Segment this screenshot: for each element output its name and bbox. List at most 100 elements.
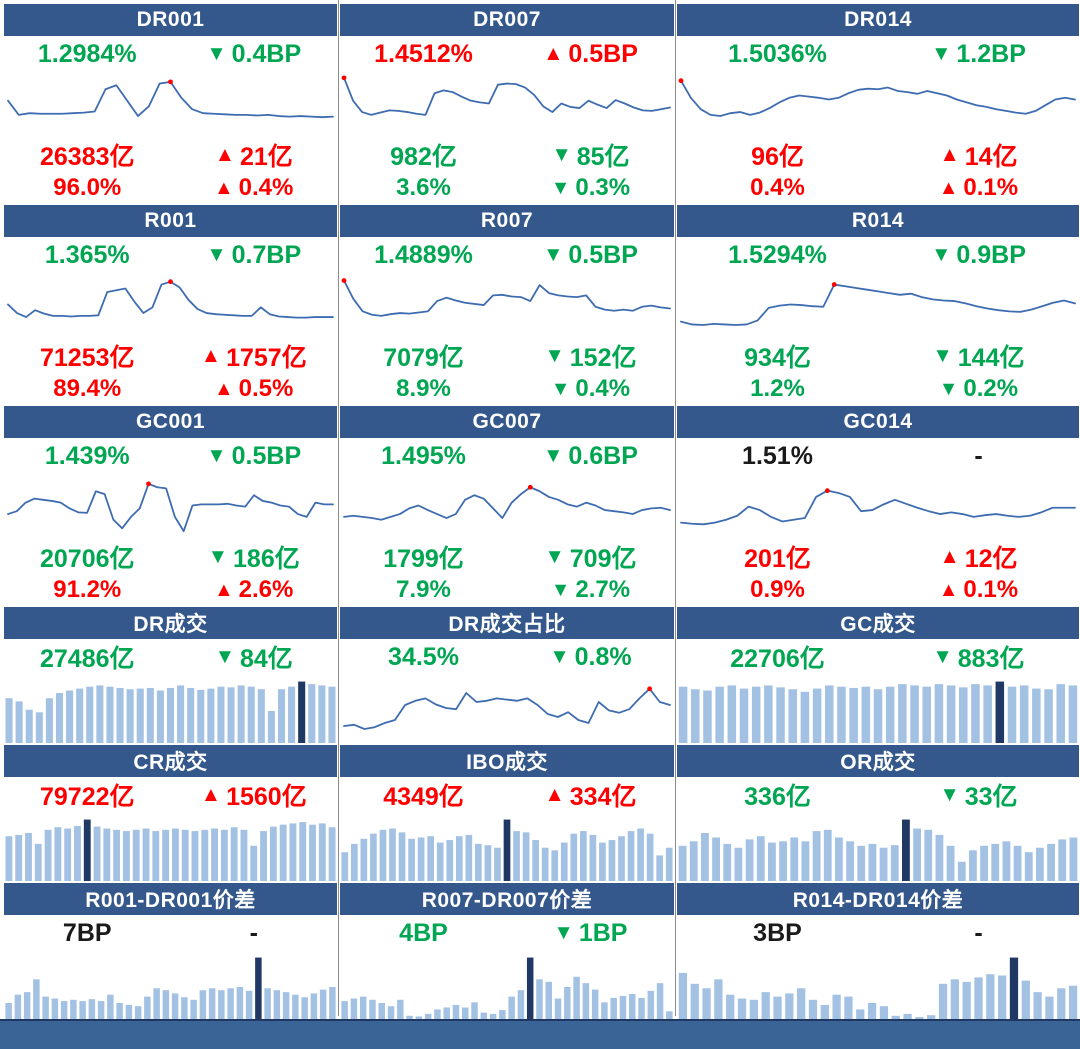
bar	[190, 999, 197, 1019]
down-triangle-icon: ▼	[553, 921, 574, 944]
dr-volume-chart-svg	[5, 681, 336, 743]
bar	[513, 831, 520, 881]
bar	[582, 983, 590, 1019]
bar	[790, 837, 799, 881]
highlight-bar	[255, 957, 262, 1019]
panel-or-volume: OR成交 336亿 ▼ 33亿	[677, 745, 1079, 881]
bar	[678, 686, 688, 743]
panel-title: R014	[851, 209, 905, 232]
bar	[277, 689, 286, 743]
bar	[489, 1013, 497, 1019]
bar	[499, 1010, 506, 1019]
panel-grid: DR001 1.2984% ▼ 0.4BP 26383亿 ▲ 21亿 96.0% ▲ 0.4% DR…	[4, 4, 1079, 1019]
panel-title: IBO成交	[466, 751, 548, 774]
up-triangle-icon: ▲	[939, 545, 960, 568]
bar	[764, 685, 773, 743]
rate-change-text: 1.2BP	[956, 39, 1026, 68]
spread-kpi-row: 7BP -	[4, 915, 337, 951]
bar	[424, 1013, 432, 1019]
down-triangle-icon: ▼	[544, 545, 565, 568]
bar	[1069, 837, 1078, 881]
highlight-bar	[526, 957, 534, 1019]
highlight-bar	[1009, 957, 1019, 1019]
column-divider	[338, 0, 339, 1016]
spread-kpi-row: 3BP -	[677, 915, 1079, 951]
bar	[879, 1006, 889, 1019]
r007-dr007-spread-chart-svg	[341, 957, 673, 1019]
bar	[122, 831, 130, 881]
volume-value-text: 934亿	[744, 344, 811, 372]
share-change: ▼ 0.4%	[507, 375, 674, 403]
share-change-text: 0.3%	[575, 174, 631, 201]
down-triangle-icon: ▼	[543, 243, 564, 266]
bar	[406, 1015, 413, 1019]
bar	[800, 691, 810, 743]
bar	[97, 1001, 105, 1019]
bar	[218, 990, 225, 1019]
bar	[389, 828, 396, 881]
panel-gc-volume: GC成交 22706亿 ▼ 883亿	[677, 607, 1079, 743]
panel-header: GC001	[4, 406, 337, 438]
bar	[350, 998, 358, 1019]
share-kpi-row: 8.9% ▼ 0.4%	[340, 374, 674, 404]
bar	[162, 829, 170, 881]
volume-value-text: 336亿	[744, 783, 811, 811]
rate-kpi-row: 1.5036% ▼ 1.2BP	[677, 36, 1079, 72]
volume-change-text: 85亿	[576, 143, 630, 171]
rate-change: ▼ 0.5BP	[507, 241, 674, 270]
column-divider	[675, 0, 676, 1016]
bar	[1007, 686, 1017, 743]
bar	[318, 823, 326, 881]
panel-header: GC014	[677, 406, 1079, 438]
bar	[359, 996, 367, 1019]
bar	[181, 997, 188, 1019]
share-value: 1.2%	[677, 375, 878, 403]
bar	[801, 841, 810, 881]
rate-change: ▼ 0.6BP	[507, 442, 674, 471]
volume-change-text: 334亿	[569, 783, 637, 811]
bar	[427, 836, 434, 881]
share-value-text: 0.4%	[750, 174, 805, 201]
down-triangle-icon: ▼	[550, 176, 571, 199]
rate-change: ▼ 0.5BP	[171, 442, 338, 471]
dr001-chart-svg	[7, 79, 334, 119]
up-triangle-icon: ▲	[200, 344, 222, 367]
volume-value: 22706亿	[677, 639, 878, 675]
footer-bar	[0, 1019, 1080, 1049]
bar	[350, 843, 358, 881]
bar	[879, 847, 888, 881]
bar	[903, 1013, 912, 1019]
panel-cr-volume: CR成交 79722亿 ▲ 1560亿	[4, 745, 337, 881]
r014-chart-svg	[680, 282, 1076, 326]
bar	[25, 833, 32, 881]
bar	[33, 979, 40, 1019]
bar	[739, 688, 749, 743]
volume-kpi-row: 1799亿 ▼ 709亿	[340, 539, 674, 575]
bar	[146, 687, 154, 743]
rate-kpi-row: 1.51% -	[677, 438, 1079, 474]
bar	[103, 828, 111, 881]
bar	[113, 829, 121, 881]
panel-title: DR014	[844, 8, 912, 31]
spread-change: -	[171, 919, 338, 948]
bar	[690, 983, 699, 1019]
panel-dr001: DR001 1.2984% ▼ 0.4BP 26383亿 ▲ 21亿 96.0% ▲ 0.4%	[4, 4, 337, 203]
rate-change-text: 0.5BP	[568, 240, 638, 269]
bar	[370, 833, 377, 881]
bar	[761, 992, 770, 1019]
share-change-text: 0.5%	[238, 375, 294, 402]
gc-volume-bar-chart	[677, 675, 1079, 743]
bar	[808, 999, 818, 1019]
bar	[282, 992, 290, 1019]
bar	[638, 997, 645, 1019]
volume-kpi-row: 201亿 ▲ 12亿	[677, 539, 1079, 575]
bar	[156, 690, 164, 743]
down-triangle-icon: ▼	[206, 243, 227, 266]
bar	[35, 712, 43, 743]
rate-value: 1.439%	[4, 442, 171, 471]
panel-title: DR001	[136, 8, 205, 31]
share-change-text: 2.6%	[238, 576, 294, 603]
highlight-bar	[298, 681, 306, 743]
bar	[726, 994, 735, 1019]
bar	[76, 688, 84, 743]
